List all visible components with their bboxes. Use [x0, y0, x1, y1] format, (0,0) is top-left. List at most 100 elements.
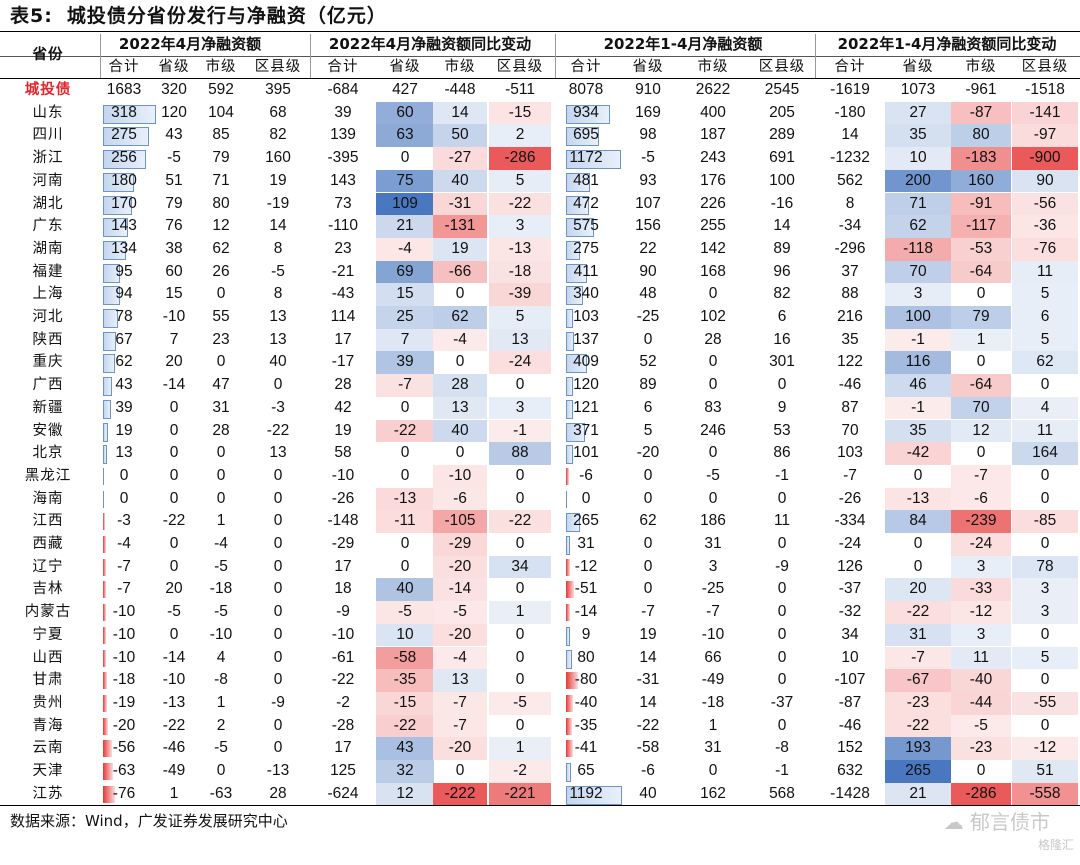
data-bar	[566, 672, 578, 690]
table-cell: 21	[396, 217, 414, 235]
table-cell: 78	[115, 308, 133, 325]
header-group: 2022年1-4月净融资额同比变动	[837, 35, 1057, 53]
table-cell: -6	[641, 762, 655, 779]
table-cell: 0	[777, 535, 787, 552]
table-cell: 168	[700, 262, 726, 280]
table-cell: -18	[209, 580, 233, 598]
heat-cell	[885, 169, 951, 193]
table-cell: 164	[1032, 444, 1058, 462]
table-cell: 51	[165, 171, 183, 189]
data-bar	[103, 240, 127, 260]
table-cell: 0	[400, 444, 410, 462]
table-cell: 5	[515, 171, 525, 189]
table-cell: 116	[905, 353, 931, 371]
table-cell: -22	[508, 512, 532, 530]
table-cell: 200	[905, 171, 931, 189]
table-cell: -27	[448, 149, 472, 167]
header-subcolumn: 区县级	[758, 59, 806, 75]
table-cell: 0	[273, 512, 283, 530]
heat-cell	[376, 306, 434, 329]
table-cell: 42	[334, 398, 352, 416]
heat-cell	[433, 737, 487, 760]
table-cell: 31	[909, 625, 927, 643]
table-cell: 47	[212, 376, 230, 394]
header-separator	[100, 34, 101, 78]
table-cell: -395	[327, 149, 359, 167]
heat-cell	[376, 510, 434, 533]
table-cell: 0	[169, 535, 179, 552]
row-province-name: 西藏	[32, 536, 64, 552]
table-cell: -1	[775, 466, 789, 484]
table-cell: 16	[773, 330, 791, 348]
table-cell: 275	[573, 239, 599, 257]
data-bar	[566, 785, 622, 805]
table-cell: -5	[706, 466, 720, 484]
table-cell: -511	[505, 81, 535, 98]
table-cell: -10	[448, 466, 472, 484]
table-cell: -56	[112, 739, 136, 757]
table-cell: 2	[216, 716, 226, 734]
table-cell: 0	[1040, 716, 1050, 734]
table-cell: 0	[455, 762, 465, 779]
table-cell: 10	[909, 149, 927, 167]
table-cell: -5	[167, 149, 181, 167]
table-cell: 11	[773, 512, 791, 530]
table-cell: 180	[111, 171, 137, 189]
table-cell: 9	[777, 398, 787, 416]
table-cell: 13	[115, 444, 133, 462]
heat-cell	[433, 215, 487, 238]
table-cell: -22	[508, 194, 532, 212]
heat-cell	[885, 714, 951, 738]
data-bar	[103, 740, 112, 758]
table-cell: 38	[165, 239, 183, 257]
table-cell: 23	[334, 239, 352, 257]
heat-cell	[885, 237, 951, 261]
table-cell: 102	[700, 308, 726, 325]
table-cell: 20	[909, 580, 927, 598]
heat-cell	[951, 510, 1011, 533]
heat-cell	[433, 464, 487, 488]
table-cell: -12	[1033, 739, 1057, 757]
table-cell: -35	[574, 716, 598, 734]
header-subcolumn: 市级	[444, 59, 476, 75]
table-cell: 8	[273, 285, 283, 303]
table-cell: -97	[1033, 126, 1057, 144]
table-cell: 632	[837, 762, 863, 779]
table-cell: 0	[777, 489, 787, 507]
table-cell: -42	[906, 444, 930, 462]
table-cell: 1	[708, 716, 718, 734]
table-cell: 9	[581, 625, 591, 643]
table-cell: -14	[162, 376, 186, 394]
data-bar	[103, 490, 104, 508]
table-cell: 98	[639, 126, 657, 144]
table-cell: -10	[209, 625, 233, 643]
heat-cell	[1012, 124, 1078, 148]
data-bar	[103, 354, 115, 374]
table-cell: 318	[111, 103, 137, 121]
heat-cell	[489, 737, 551, 760]
row-province-name: 湖南	[32, 240, 64, 257]
table-cell: 156	[635, 217, 661, 235]
table-cell: -7	[974, 466, 988, 484]
table-cell: 0	[643, 557, 653, 575]
table-cell: 0	[216, 353, 226, 371]
row-province-name: 广西	[32, 377, 64, 394]
table-cell: -1619	[830, 81, 870, 98]
table-cell: 18	[334, 580, 352, 598]
table-cell: -10	[112, 625, 136, 643]
heat-cell	[489, 782, 551, 806]
heat-cell	[951, 623, 1011, 647]
data-bar	[566, 536, 570, 555]
table-cell: 103	[573, 308, 599, 325]
table-cell: -13	[162, 693, 186, 711]
heat-cell	[489, 147, 551, 170]
heat-cell	[1012, 691, 1078, 715]
table-cell: 0	[169, 557, 179, 575]
table-cell: -46	[162, 739, 186, 757]
heat-cell	[1012, 192, 1078, 216]
table-rule	[0, 805, 1080, 806]
table-cell: 0	[777, 603, 787, 621]
data-bar	[566, 263, 587, 283]
table-cell: 15	[165, 285, 183, 303]
heat-cell	[885, 192, 951, 216]
